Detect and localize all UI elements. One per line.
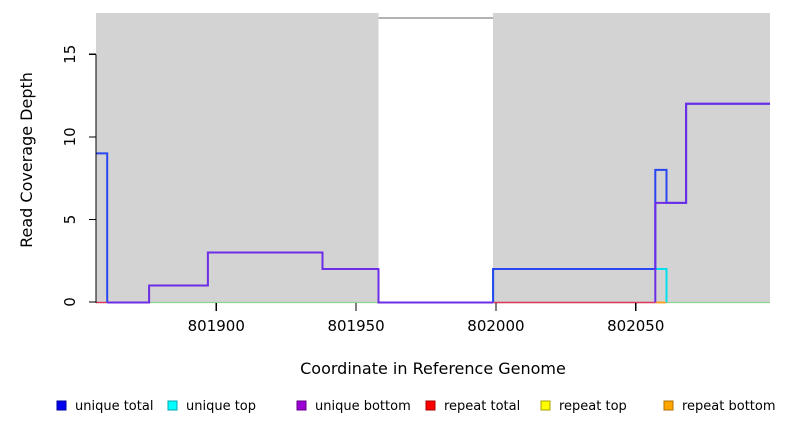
legend-item-repeat-bottom: repeat bottom xyxy=(663,399,776,414)
legend-label: repeat top xyxy=(559,399,627,414)
masked-region xyxy=(493,13,770,303)
legend-item-unique-bottom: unique bottom xyxy=(296,399,411,414)
masked-region xyxy=(96,13,379,303)
legend-label: repeat bottom xyxy=(682,399,776,414)
legend-swatch xyxy=(296,400,307,411)
x-tick-label: 801900 xyxy=(188,317,245,335)
y-tick-label: 10 xyxy=(61,127,79,146)
series-path-unique-bottom xyxy=(654,102,770,303)
x-tick-label: 802050 xyxy=(607,317,664,335)
x-tick-label: 802000 xyxy=(467,317,524,335)
legend-item-unique-top: unique top xyxy=(167,399,256,414)
legend-item-unique-total: unique total xyxy=(56,399,153,414)
legend-swatch xyxy=(56,400,67,411)
panel-layer xyxy=(96,13,770,303)
y-tick-label: 5 xyxy=(61,215,79,225)
legend-label: unique top xyxy=(186,399,256,414)
axis-layer: 0 5 10 15 801900 801950 802000 802050 xyxy=(61,45,664,335)
legend-swatch xyxy=(663,400,674,411)
x-tick-label: 801950 xyxy=(327,317,384,335)
legend-swatch xyxy=(167,400,178,411)
legend: unique total unique top unique bottom repea… xyxy=(56,399,776,414)
legend-label: repeat total xyxy=(444,399,520,414)
legend-swatch xyxy=(540,400,551,411)
series-path-unique-total xyxy=(96,152,109,303)
y-axis-title: Read Coverage Depth xyxy=(17,72,36,248)
series-path-unique-bottom xyxy=(107,251,494,304)
x-axis-title: Coordinate in Reference Genome xyxy=(300,359,566,378)
legend-item-repeat-total: repeat total xyxy=(425,399,520,414)
y-tick-label: 15 xyxy=(61,45,79,64)
y-tick-label: 0 xyxy=(61,297,79,307)
legend-item-repeat-top: repeat top xyxy=(540,399,627,414)
legend-label: unique total xyxy=(75,399,153,414)
series-layer xyxy=(96,102,770,304)
legend-swatch xyxy=(425,400,436,411)
legend-label: unique bottom xyxy=(315,399,411,414)
